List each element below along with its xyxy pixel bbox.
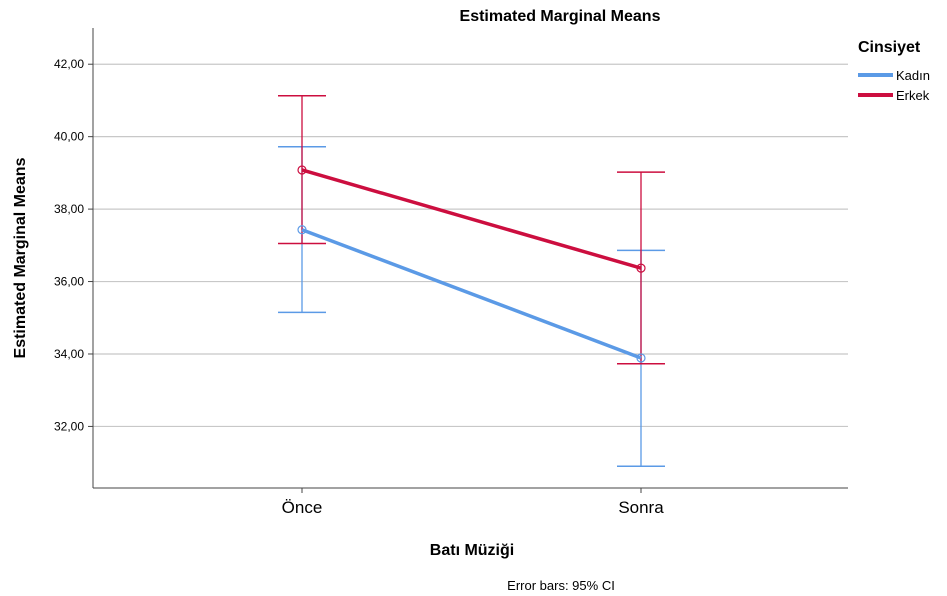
legend: Cinsiyet Kadın Erkek bbox=[858, 39, 930, 103]
data-point bbox=[297, 225, 307, 235]
data-point bbox=[636, 263, 646, 273]
gridlines bbox=[93, 63, 848, 428]
y-tick-label: 34,00 bbox=[54, 347, 84, 361]
y-tick-label: 42,00 bbox=[54, 57, 84, 71]
x-tick-label: Sonra bbox=[618, 498, 664, 517]
x-axis-title: Batı Müziği bbox=[430, 542, 514, 559]
series-line-Kadın bbox=[301, 228, 642, 360]
y-tick-label: 36,00 bbox=[54, 275, 84, 289]
footnote: Error bars: 95% CI bbox=[507, 578, 615, 593]
data-point bbox=[297, 165, 307, 175]
y-ticks: 32,00 34,00 36,00 38,00 40,00 42,00 bbox=[54, 57, 93, 433]
y-axis-title: Estimated Marginal Means bbox=[12, 157, 29, 358]
axes bbox=[92, 28, 848, 489]
legend-title: Cinsiyet bbox=[858, 39, 921, 56]
legend-entry: Kadın bbox=[896, 68, 930, 83]
y-tick-label: 38,00 bbox=[54, 202, 84, 216]
series-points bbox=[297, 165, 646, 363]
data-point bbox=[636, 353, 646, 363]
y-tick-label: 32,00 bbox=[54, 419, 84, 433]
x-ticks: Önce Sonra bbox=[282, 488, 664, 517]
chart-title: Estimated Marginal Means bbox=[460, 8, 661, 25]
legend-entry: Erkek bbox=[896, 88, 930, 103]
series-line-Erkek bbox=[301, 168, 642, 270]
y-tick-label: 40,00 bbox=[54, 130, 84, 144]
series-lines bbox=[301, 168, 642, 360]
x-tick-label: Önce bbox=[282, 498, 323, 517]
